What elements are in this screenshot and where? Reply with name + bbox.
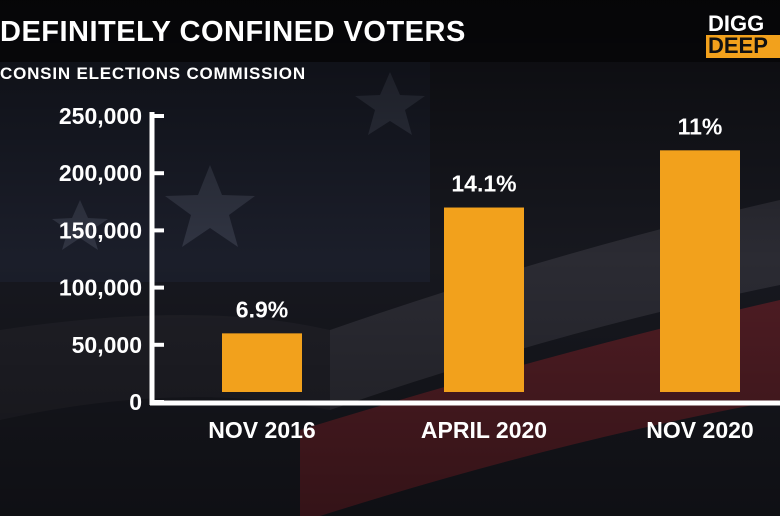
y-tick-label: 0 [129, 389, 142, 415]
data-label: 14.1% [451, 171, 516, 197]
y-tick-label: 50,000 [72, 332, 142, 358]
x-axis: NOV 2016 APRIL 2020 NOV 2020 [150, 400, 780, 443]
bars: 6.9% 14.1% 11% [222, 113, 740, 392]
y-tick-label: 200,000 [59, 160, 142, 186]
y-tick-label: 250,000 [59, 103, 142, 129]
y-axis: 0 50,000 100,000 150,000 200,000 250,000 [59, 103, 164, 415]
logo-line-2: DEEP [706, 35, 780, 58]
x-tick-label: NOV 2016 [208, 417, 315, 443]
data-label: 6.9% [236, 296, 288, 322]
logo-line-1: DIGG [708, 12, 765, 36]
y-tick-label: 150,000 [59, 217, 142, 243]
bar [444, 207, 524, 392]
bar [660, 150, 740, 392]
x-tick-label: APRIL 2020 [421, 417, 547, 443]
data-label: 11% [678, 113, 723, 139]
digging-deeper-logo: DIGG DEEP [706, 12, 780, 58]
y-tick-label: 100,000 [59, 275, 142, 301]
chart-subtitle: CONSIN ELECTIONS COMMISSION [0, 64, 306, 83]
x-tick-label: NOV 2020 [646, 417, 753, 443]
bar [222, 333, 302, 392]
chart-title: DEFINITELY CONFINED VOTERS [0, 16, 466, 48]
